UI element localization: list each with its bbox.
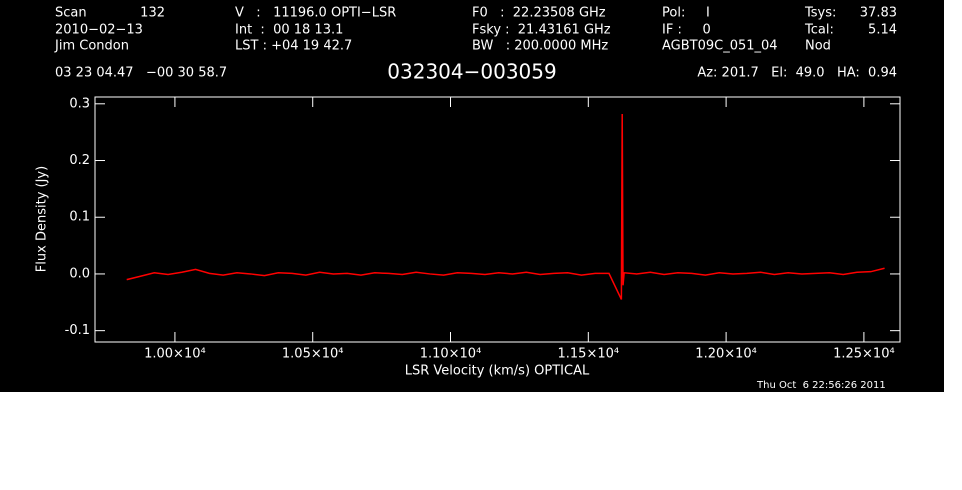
header-text: V : 11196.0 OPTI−LSR [235, 6, 396, 21]
header-text: 37.83 [860, 6, 897, 21]
y-axis-label: Flux Density (Jy) [35, 166, 50, 272]
header-text: Jim Condon [54, 39, 129, 54]
spectrum-line [126, 114, 885, 300]
header-text: F0 : 22.23508 GHz [472, 6, 606, 21]
header-text: BW : 200.0000 MHz [472, 39, 608, 54]
chart-title: 032304−003059 [387, 60, 556, 84]
plot-frame [94, 96, 901, 343]
x-tick-label: 1.25×10⁴ [833, 347, 895, 362]
x-axis-label: LSR Velocity (km/s) OPTICAL [405, 364, 590, 379]
y-tick-label: -0.1 [65, 323, 90, 338]
header-text: 2010−02−13 [55, 23, 143, 38]
header-text: Int : 00 18 13.1 [235, 23, 343, 38]
x-tick-label: 1.20×10⁴ [695, 347, 757, 362]
plot-background [0, 0, 944, 392]
header-text: Pol: I [662, 6, 710, 21]
x-tick-label: 1.10×10⁴ [420, 347, 482, 362]
header-text: LST : +04 19 42.7 [235, 39, 352, 54]
header-text: 132 [140, 6, 165, 21]
header-text: Nod [805, 39, 831, 54]
timestamp: Thu Oct 6 22:56:26 2011 [756, 380, 886, 391]
header-text: Az: 201.7 El: 49.0 HA: 0.94 [697, 66, 897, 81]
header-text: Tsys: [804, 6, 836, 21]
x-tick-label: 1.00×10⁴ [144, 347, 206, 362]
header-text: 5.14 [868, 23, 897, 38]
y-tick-label: 0.2 [69, 153, 90, 168]
header-text: Tcal: [804, 23, 834, 38]
y-tick-label: 0.3 [69, 96, 90, 111]
header-text: Fsky : 21.43161 GHz [472, 23, 611, 38]
header-text: IF : 0 [662, 23, 711, 38]
y-tick-label: 0.1 [69, 210, 90, 225]
header-text: 03 23 04.47 −00 30 58.7 [55, 66, 227, 81]
y-tick-label: 0.0 [69, 266, 90, 281]
x-tick-label: 1.15×10⁴ [558, 347, 620, 362]
header-text: Scan [55, 6, 87, 21]
header-text: AGBT09C_051_04 [662, 39, 778, 54]
x-tick-label: 1.05×10⁴ [282, 347, 344, 362]
